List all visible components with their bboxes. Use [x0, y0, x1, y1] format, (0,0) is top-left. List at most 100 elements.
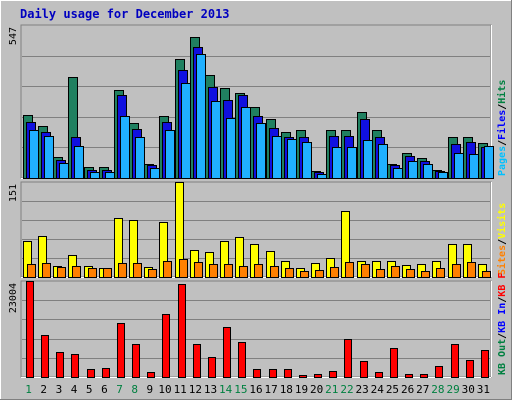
- bar-sites-day-11: [179, 259, 188, 278]
- legend-pages: Pages: [497, 146, 508, 176]
- day-label-17: 17: [265, 383, 278, 396]
- day-label-14: 14: [219, 383, 233, 396]
- day-label-1: 1: [25, 383, 32, 396]
- day-label-29: 29: [446, 383, 459, 396]
- bar-pages-day-9: [150, 168, 160, 179]
- bar-kbytes-day-15: [238, 342, 246, 378]
- bar-sites-day-9: [148, 269, 157, 278]
- side-legend: Sites/Visits: [496, 203, 508, 275]
- day-label-19: 19: [295, 383, 308, 396]
- day-label-2: 2: [40, 383, 47, 396]
- day-label-9: 9: [147, 383, 154, 396]
- bar-kbytes-day-3: [56, 352, 64, 378]
- day-label-11: 11: [174, 383, 187, 396]
- day-label-13: 13: [204, 383, 217, 396]
- bar-pages-day-12: [196, 54, 206, 179]
- day-label-5: 5: [86, 383, 93, 396]
- max-label: 547: [8, 27, 19, 45]
- bar-pages-day-5: [90, 172, 100, 179]
- bar-pages-day-3: [59, 163, 69, 179]
- bar-kbytes-day-1: [26, 281, 34, 378]
- bar-kbytes-day-12: [193, 344, 201, 378]
- legend-kb-f: KB F: [497, 273, 508, 297]
- day-label-12: 12: [189, 383, 202, 396]
- bar-pages-day-19: [302, 142, 312, 179]
- legend-: /: [497, 333, 508, 339]
- bar-pages-day-18: [287, 139, 297, 179]
- bar-pages-day-4: [74, 146, 84, 179]
- bar-sites-day-29: [452, 264, 461, 278]
- chart-title: Daily usage for December 2013: [20, 7, 230, 21]
- bar-kbytes-day-31: [481, 350, 489, 378]
- bar-sites-day-1: [27, 264, 36, 278]
- bar-pages-day-11: [181, 83, 191, 179]
- bar-kbytes-day-19: [299, 375, 307, 378]
- legend-visits: Visits: [496, 203, 508, 239]
- bar-pages-day-21: [332, 147, 342, 179]
- bar-kbytes-day-29: [451, 344, 459, 378]
- day-label-26: 26: [401, 383, 414, 396]
- day-label-18: 18: [280, 383, 293, 396]
- bar-pages-day-28: [438, 172, 448, 179]
- day-label-25: 25: [386, 383, 399, 396]
- bar-pages-day-17: [272, 136, 282, 179]
- bar-kbytes-day-6: [102, 368, 110, 378]
- bar-sites-day-16: [254, 264, 263, 278]
- bar-kbytes-day-22: [344, 339, 352, 378]
- bar-pages-day-2: [44, 136, 54, 179]
- day-label-16: 16: [249, 383, 262, 396]
- bar-sites-day-13: [209, 264, 218, 278]
- bar-kbytes-day-16: [253, 369, 261, 378]
- max-label: 23004: [8, 283, 19, 313]
- bar-sites-day-31: [482, 271, 491, 278]
- bar-sites-day-14: [224, 264, 233, 278]
- bar-kbytes-day-27: [420, 374, 428, 378]
- bar-pages-day-31: [484, 146, 494, 179]
- bar-pages-day-14: [226, 118, 236, 179]
- bar-kbytes-day-5: [87, 369, 95, 378]
- bar-sites-day-4: [72, 266, 81, 278]
- bar-kbytes-day-8: [132, 344, 140, 378]
- bar-pages-day-13: [211, 101, 221, 179]
- bar-pages-day-23: [363, 140, 373, 179]
- bar-kbytes-day-21: [329, 371, 337, 378]
- legend-: /: [497, 104, 508, 110]
- bar-pages-day-24: [378, 144, 388, 179]
- bar-sites-day-6: [103, 268, 112, 278]
- bar-sites-day-19: [300, 271, 309, 278]
- day-label-24: 24: [371, 383, 385, 396]
- bar-sites-day-23: [361, 264, 370, 278]
- day-label-8: 8: [131, 383, 138, 396]
- bar-kbytes-day-2: [41, 335, 49, 378]
- day-label-27: 27: [416, 383, 429, 396]
- side-legend: Pages/Files/Hits: [496, 80, 508, 176]
- panel-visits: 151 Sites/Visits: [8, 181, 508, 278]
- day-label-20: 20: [310, 383, 323, 396]
- legend-hits: Hits: [496, 80, 508, 104]
- bar-sites-day-30: [467, 262, 476, 278]
- side-legend: KB Out/KB In/KB F: [497, 273, 508, 375]
- day-label-23: 23: [356, 383, 369, 396]
- day-label-28: 28: [431, 383, 444, 396]
- legend-kb-in: KB In: [497, 303, 508, 333]
- day-label-22: 22: [340, 383, 353, 396]
- bar-sites-day-5: [88, 268, 97, 278]
- bar-sites-day-21: [330, 267, 339, 278]
- bar-kbytes-day-17: [269, 369, 277, 378]
- bar-sites-day-3: [57, 267, 66, 278]
- bar-pages-day-10: [165, 130, 175, 179]
- day-label-6: 6: [101, 383, 108, 396]
- bar-pages-day-15: [241, 107, 251, 179]
- bar-sites-day-28: [436, 268, 445, 278]
- bar-kbytes-day-24: [375, 372, 383, 378]
- bar-sites-day-8: [133, 263, 142, 278]
- bar-sites-day-22: [345, 262, 354, 278]
- bar-pages-day-27: [423, 164, 433, 179]
- bar-pages-day-25: [393, 168, 403, 179]
- bar-pages-day-1: [29, 130, 39, 179]
- legend-: /: [497, 297, 508, 303]
- bar-pages-day-8: [135, 137, 145, 179]
- legend-sites: Sites: [496, 245, 508, 275]
